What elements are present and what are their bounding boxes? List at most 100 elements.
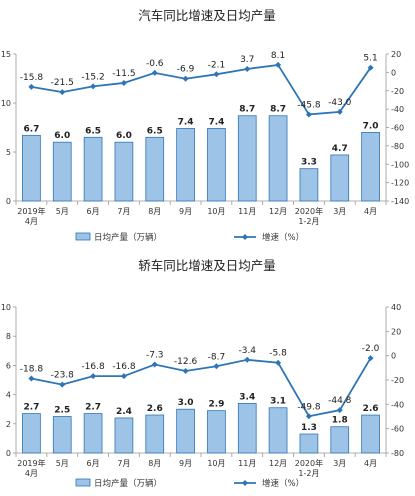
bar: [361, 414, 380, 454]
growth-point: [336, 407, 343, 414]
category-label: 3月: [333, 459, 346, 468]
category-label: 2020年: [295, 458, 323, 468]
bar-value-label: 8.7: [270, 105, 286, 115]
right-tick-label: 0: [391, 352, 396, 361]
bar: [330, 154, 350, 202]
right-tick-label: -40: [391, 400, 404, 409]
chart-1: 汽车同比增速及日均产量 0 5 10 15 20 0 -20 -40 -60 -80 -100 -120…: [1, 8, 409, 243]
growth-point: [120, 79, 127, 86]
growth-point: [120, 373, 127, 380]
growth-value-label: -15.2: [81, 72, 104, 82]
category-label: 7月: [117, 459, 130, 468]
growth-line: [31, 357, 372, 418]
left-tick-label: 0: [6, 449, 11, 458]
bar: [22, 134, 41, 202]
growth-value-label: -11.5: [112, 69, 135, 79]
left-tick-label: 10: [1, 303, 11, 312]
bar: [207, 410, 226, 454]
left-tick-label: 4: [6, 391, 11, 400]
legend-bar-label: 日均产量（万辆）: [94, 232, 162, 243]
right-tick-label: -60: [391, 425, 404, 434]
bar: [330, 426, 350, 454]
bar-value-label: 2.9: [208, 400, 224, 410]
right-tick-label: 0: [391, 68, 396, 77]
growth-point: [336, 108, 343, 115]
growth-point: [90, 373, 97, 380]
category-label: 9月: [179, 459, 192, 468]
category-label: 4月: [25, 469, 38, 478]
right-tick-label: 20: [391, 50, 401, 59]
bar: [83, 136, 103, 202]
category-label: 4月: [364, 207, 377, 216]
bar: [268, 115, 288, 202]
bar-value-label: 7.0: [363, 121, 379, 131]
category-label: 3月: [333, 207, 346, 216]
bar-value-label: 2.5: [54, 406, 70, 416]
left-tick-label: 2: [6, 420, 11, 429]
bar-value-label: 1.8: [332, 416, 348, 426]
growth-value-label: -49.8: [297, 402, 321, 412]
category-label: 11月: [238, 207, 256, 216]
growth-point: [182, 75, 189, 82]
bar: [176, 128, 195, 202]
growth-point: [275, 359, 282, 366]
bar: [52, 416, 72, 454]
legend: 日均产量（万辆） 增速（%）: [75, 478, 304, 489]
right-tick-label: -140: [391, 197, 409, 206]
growth-point: [28, 83, 35, 90]
left-tick-label: 6: [6, 361, 11, 370]
bar-value-label: 2.4: [116, 407, 132, 417]
category-label: 7月: [117, 207, 130, 216]
right-tick-label: -120: [391, 179, 409, 188]
growth-point: [59, 381, 66, 388]
legend: 日均产量（万辆） 增速（%）: [75, 232, 304, 243]
category-label: 4月: [364, 459, 377, 468]
growth-value-label: -8.7: [208, 352, 226, 362]
growth-point: [151, 69, 158, 76]
chart-2: 轿车同比增速及日均产量 0 2 4 6 8 10 40 20 0 -20 -40 -60 -80 2019年…: [1, 258, 404, 489]
chart-title: 轿车同比增速及日均产量: [138, 258, 276, 273]
growth-value-label: -45.8: [297, 100, 321, 110]
bar-value-label: 2.6: [363, 404, 379, 414]
category-label: 5月: [56, 459, 69, 468]
bar: [299, 168, 319, 202]
category-label: 8月: [148, 459, 161, 468]
bar-value-label: 4.7: [332, 144, 348, 154]
left-tick-label: 10: [1, 99, 11, 108]
category-label: 1-2月: [298, 469, 319, 478]
legend-bar-swatch: [75, 232, 91, 241]
growth-point: [28, 375, 35, 382]
legend-line-marker: [242, 234, 248, 240]
right-tick-label: 20: [391, 327, 401, 336]
category-label: 10月: [207, 207, 225, 216]
growth-point: [244, 65, 251, 72]
right-tick-label: -20: [391, 87, 404, 96]
growth-value-label: -0.6: [146, 59, 164, 69]
left-tick-label: 15: [1, 50, 11, 59]
growth-value-label: -44.8: [328, 396, 352, 406]
bar: [52, 141, 72, 202]
growth-point: [367, 355, 374, 362]
left-tick-label: 8: [6, 332, 11, 341]
growth-point: [275, 61, 282, 68]
category-label: 10月: [207, 459, 225, 468]
growth-value-label: -6.9: [177, 65, 195, 75]
bar: [145, 136, 165, 202]
growth-value-label: -2.1: [208, 60, 226, 70]
category-label: 6月: [87, 207, 100, 216]
legend-bar-swatch: [75, 478, 91, 487]
right-tick-label: 40: [391, 303, 401, 312]
growth-point: [59, 89, 66, 96]
growth-value-label: -7.3: [146, 351, 164, 361]
right-tick-label: -40: [391, 105, 404, 114]
bar-value-label: 7.4: [178, 117, 194, 127]
bar-value-label: 1.3: [301, 423, 317, 433]
bar: [207, 128, 226, 202]
bar-value-label: 6.0: [116, 131, 132, 141]
category-label: 2019年: [17, 206, 45, 216]
category-label: 6月: [87, 459, 100, 468]
category-label: 12月: [269, 459, 287, 468]
bar-value-label: 6.5: [147, 126, 163, 136]
bar: [299, 433, 319, 454]
right-tick-label: -20: [391, 376, 404, 385]
